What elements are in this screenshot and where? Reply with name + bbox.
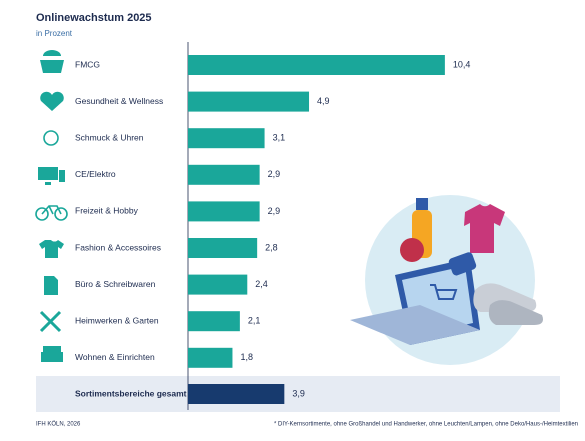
basket-icon bbox=[40, 50, 64, 73]
value-label: 4,9 bbox=[317, 96, 330, 106]
value-label: 2,1 bbox=[248, 316, 261, 326]
value-label: 2,9 bbox=[268, 206, 281, 216]
total-row-background bbox=[36, 376, 560, 412]
value-label: 2,8 bbox=[265, 242, 278, 252]
icons bbox=[35, 50, 68, 362]
shirt-icon bbox=[39, 240, 64, 258]
category-label: Wohnen & Einrichten bbox=[75, 352, 155, 362]
category-label: CE/Elektro bbox=[75, 169, 116, 179]
bar bbox=[188, 164, 260, 185]
electronics-icon bbox=[38, 167, 65, 185]
bar bbox=[188, 238, 258, 258]
category-label: Sortimentsbereiche gesamt bbox=[75, 388, 187, 398]
bar bbox=[188, 274, 248, 295]
category-label: Freizeit & Hobby bbox=[75, 206, 139, 216]
bar bbox=[188, 55, 445, 75]
value-label: 10,4 bbox=[453, 59, 471, 69]
watch-icon bbox=[43, 130, 59, 146]
value-label: 3,9 bbox=[292, 388, 305, 398]
footnote: * DIY-Kernsortimente, ohne Großhandel un… bbox=[274, 422, 578, 428]
heart-icon bbox=[40, 91, 64, 111]
category-label: Büro & Schreibwaren bbox=[75, 279, 156, 289]
illustration bbox=[350, 195, 543, 365]
category-label: Schmuck & Uhren bbox=[75, 132, 144, 142]
bar bbox=[188, 384, 285, 404]
bar bbox=[188, 347, 233, 368]
category-label: Gesundheit & Wellness bbox=[75, 96, 163, 106]
bar bbox=[188, 311, 240, 332]
tools-icon bbox=[39, 310, 62, 333]
document-icon bbox=[44, 276, 58, 295]
chart-subtitle: in Prozent bbox=[36, 29, 73, 38]
category-label: FMCG bbox=[75, 59, 100, 69]
category-label: Fashion & Accessoires bbox=[75, 242, 161, 252]
value-label: 1,8 bbox=[240, 352, 253, 362]
bar bbox=[188, 91, 310, 112]
chart-title: Onlinewachstum 2025 bbox=[36, 12, 152, 24]
value-label: 2,4 bbox=[255, 279, 268, 289]
bike-icon bbox=[35, 205, 68, 221]
bar bbox=[188, 128, 265, 149]
source: IFH KÖLN, 2026 bbox=[36, 421, 81, 428]
category-label: Heimwerken & Garten bbox=[75, 315, 159, 325]
value-label: 3,1 bbox=[273, 133, 286, 143]
bar bbox=[188, 201, 260, 222]
value-label: 2,9 bbox=[268, 169, 281, 179]
sofa-icon bbox=[41, 346, 63, 362]
